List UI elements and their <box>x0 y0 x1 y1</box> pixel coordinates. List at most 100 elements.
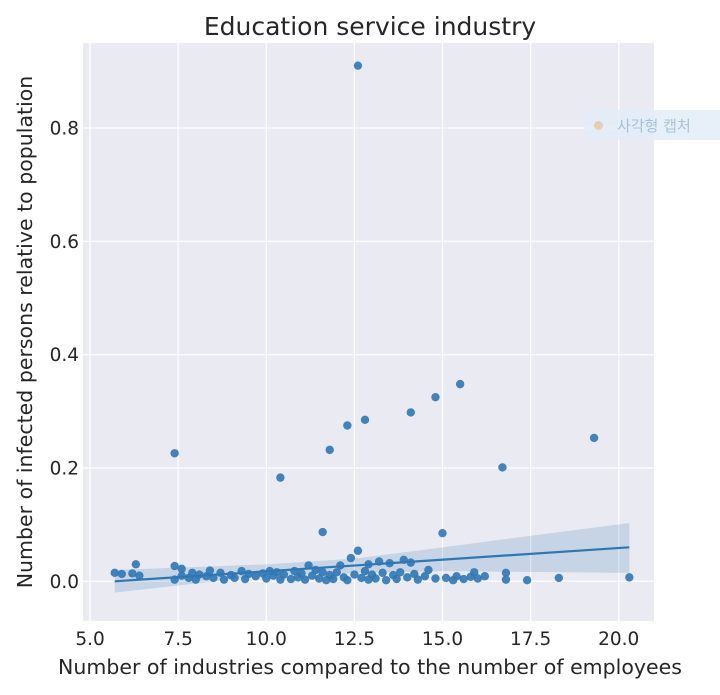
data-point <box>343 576 352 585</box>
x-tick-label: 5.0 <box>75 629 104 650</box>
data-point <box>455 379 465 389</box>
data-point <box>480 572 490 581</box>
data-point <box>177 564 186 574</box>
x-tick-label: 17.5 <box>510 629 551 650</box>
x-tick-label: 20.0 <box>598 629 639 650</box>
data-point <box>406 558 415 567</box>
data-point <box>392 574 401 584</box>
data-point <box>381 576 391 585</box>
data-point <box>441 573 451 583</box>
data-point <box>325 445 334 455</box>
data-point <box>219 575 229 584</box>
data-point <box>501 575 511 584</box>
data-point <box>336 561 345 570</box>
y-tick-label: 0.8 <box>50 119 79 140</box>
data-point <box>332 568 341 577</box>
x-tick-label: 15.0 <box>422 629 463 650</box>
data-point <box>403 573 412 582</box>
data-point <box>396 568 405 577</box>
y-tick-label: 0.0 <box>50 572 79 593</box>
y-axis-label: Number of infected persons relative to p… <box>13 76 37 589</box>
data-point <box>272 568 282 577</box>
data-point <box>290 566 299 576</box>
data-point <box>117 569 126 579</box>
data-point <box>498 463 507 472</box>
data-point <box>431 574 440 583</box>
data-point <box>501 568 511 578</box>
data-point <box>625 573 634 582</box>
data-point <box>244 569 253 579</box>
data-point <box>470 568 479 577</box>
data-point <box>314 574 324 583</box>
data-point <box>318 568 327 577</box>
data-point <box>286 574 296 584</box>
y-tick-label: 0.2 <box>50 459 79 480</box>
data-point <box>300 575 310 584</box>
data-point <box>413 575 423 584</box>
data-point <box>205 566 215 575</box>
y-tick-labels: 0.0 0.2 0.4 0.6 0.8 <box>50 119 79 593</box>
data-point <box>589 433 599 443</box>
data-point <box>170 561 179 571</box>
screen-capture-overlay[interactable]: 사각형 캡처 <box>584 110 720 140</box>
data-point <box>128 569 137 578</box>
data-point <box>385 559 394 568</box>
data-point <box>378 568 387 578</box>
data-point <box>459 574 468 584</box>
data-point <box>216 568 225 578</box>
data-point <box>329 574 338 584</box>
data-point <box>170 449 179 458</box>
data-point <box>110 568 119 578</box>
data-point <box>279 570 289 579</box>
x-tick-label: 12.5 <box>334 629 375 650</box>
record-dot-icon <box>594 120 603 130</box>
data-point <box>135 571 144 580</box>
data-point <box>360 566 370 576</box>
data-point <box>438 528 447 538</box>
data-point <box>131 560 141 569</box>
data-point <box>304 561 313 570</box>
data-point <box>554 573 564 583</box>
data-point <box>276 473 285 482</box>
data-point <box>311 565 320 575</box>
data-point <box>522 576 532 585</box>
data-point <box>170 575 179 584</box>
data-point <box>318 527 327 537</box>
data-point <box>360 415 370 425</box>
data-points <box>110 61 634 585</box>
data-point <box>353 546 363 555</box>
data-point <box>420 572 430 581</box>
data-point <box>177 571 186 580</box>
data-point <box>473 574 482 583</box>
data-point <box>297 569 306 578</box>
data-point <box>399 555 408 564</box>
data-point <box>357 573 366 583</box>
data-point <box>350 570 359 579</box>
overlay-label: 사각형 캡처 <box>617 116 691 135</box>
data-point <box>431 392 440 402</box>
data-point <box>209 573 218 583</box>
confidence-band-layer <box>114 522 630 593</box>
y-tick-label: 0.6 <box>50 232 79 253</box>
data-point <box>424 565 433 575</box>
data-point <box>191 575 200 584</box>
data-point <box>188 568 197 578</box>
data-point <box>353 61 363 70</box>
x-tick-label: 10.0 <box>246 629 287 650</box>
data-point <box>230 573 239 583</box>
y-tick-label: 0.4 <box>50 345 79 366</box>
x-tick-label: 7.5 <box>163 629 192 650</box>
data-point <box>364 560 373 569</box>
x-axis-label: Number of industries compared to the num… <box>58 655 682 679</box>
data-point <box>251 572 260 581</box>
data-point <box>452 572 461 581</box>
data-point <box>374 557 384 566</box>
data-point <box>371 574 380 583</box>
confidence-band <box>114 522 630 593</box>
x-tick-labels: 5.0 7.5 10.0 12.5 15.0 17.5 20.0 <box>75 629 639 650</box>
data-point <box>237 566 246 576</box>
data-point <box>262 574 271 583</box>
chart-title: Education service industry <box>204 12 537 41</box>
data-point <box>346 553 356 563</box>
